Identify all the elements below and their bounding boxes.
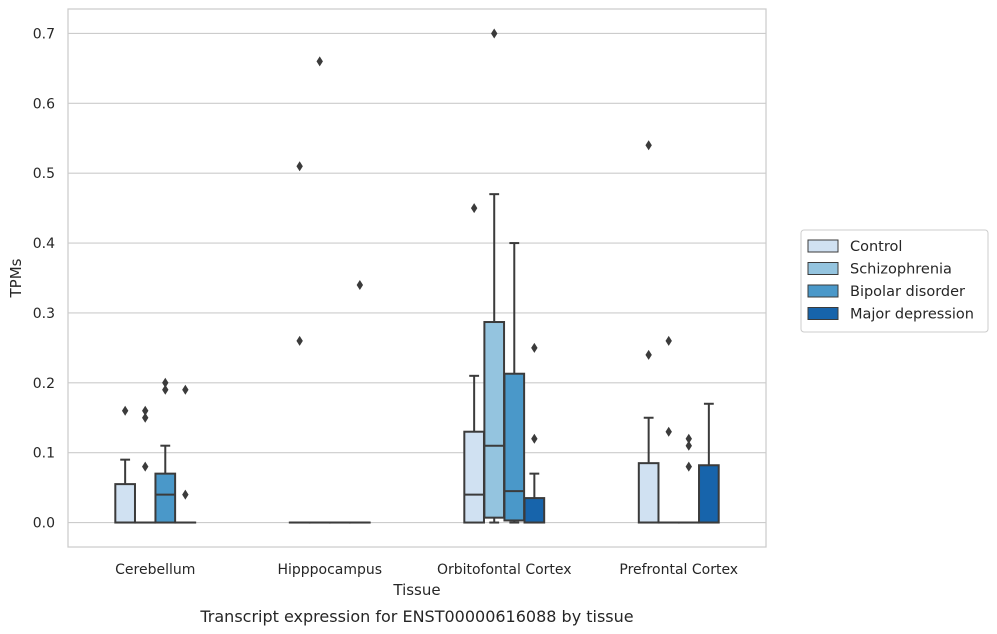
y-tick-label: 0.0	[33, 516, 55, 532]
y-tick-label: 0.5	[33, 166, 55, 182]
y-axis-ticks: 0.0 0.1 0.2 0.3 0.4 0.5 0.6 0.7	[33, 26, 55, 531]
grid-lines	[68, 32, 766, 524]
y-tick-label: 0.3	[33, 306, 55, 322]
legend-swatch	[807, 307, 839, 320]
y-tick-label: 0.7	[33, 26, 55, 42]
outlier-point	[491, 28, 498, 39]
series-major-depression	[174, 279, 720, 524]
box-major-depression-cerebellum	[174, 384, 197, 524]
x-tick-label: Cerebellum	[115, 562, 195, 578]
legend-swatch	[807, 284, 839, 298]
box	[114, 483, 136, 524]
series-bipolar-disorder	[154, 242, 700, 524]
x-axis-label: Tissue	[392, 581, 440, 599]
legend-label: Control	[850, 239, 902, 255]
legend-label: Major depression	[850, 307, 974, 323]
outlier-point	[645, 140, 652, 151]
box-major-depression-hipppocampus	[349, 279, 371, 524]
outlier-point	[162, 384, 169, 395]
outlier-point	[685, 433, 692, 444]
box-bipolar-disorder-orbitofontal-cortex	[503, 242, 526, 524]
legend-swatch	[807, 239, 839, 253]
box-schizophrenia-hipppocampus	[308, 56, 331, 524]
outlier-point	[182, 384, 189, 395]
outlier-point	[296, 335, 303, 346]
box	[698, 464, 720, 524]
legend-label: Bipolar disorder	[850, 284, 965, 300]
legend-frame	[800, 229, 989, 333]
outlier-point	[531, 342, 538, 353]
outlier-point	[121, 405, 129, 416]
outlier-point	[665, 335, 672, 346]
plot-frame	[67, 8, 767, 548]
box-bipolar-disorder-prefrontal-cortex	[677, 433, 700, 524]
box-bipolar-disorder-cerebellum	[154, 377, 177, 524]
box-schizophrenia-cerebellum	[134, 405, 157, 524]
outlier-point	[142, 412, 149, 423]
box-major-depression-prefrontal-cortex	[698, 402, 720, 524]
x-tick-label: Hipppocampus	[277, 562, 382, 578]
outlier-point	[531, 433, 538, 444]
legend: Control Schizophrenia Bipolar disorder Majo…	[800, 229, 989, 333]
y-tick-label: 0.6	[33, 96, 55, 112]
outlier-point	[685, 461, 692, 472]
outlier-point	[182, 489, 189, 500]
box	[503, 372, 526, 522]
outlier-point	[162, 377, 169, 388]
box	[637, 462, 660, 524]
box-control-cerebellum	[114, 405, 136, 524]
x-axis-ticks: Cerebellum Hipppocampus Orbitofontal Corte…	[115, 562, 738, 578]
outlier-point	[142, 405, 149, 416]
y-tick-label: 0.1	[33, 446, 55, 462]
box	[483, 321, 506, 519]
outlier-point	[685, 440, 692, 451]
outlier-point	[142, 461, 149, 472]
outlier-point	[470, 203, 478, 214]
legend-swatch	[807, 262, 839, 275]
x-tick-label: Orbitofontal Cortex	[437, 562, 572, 578]
outlier-point	[356, 279, 364, 290]
x-tick-label: Prefrontal Cortex	[619, 562, 738, 578]
outlier-point	[645, 349, 652, 360]
plot-area	[114, 28, 720, 524]
series-schizophrenia	[134, 28, 680, 524]
box	[154, 472, 177, 524]
box-schizophrenia-prefrontal-cortex	[657, 335, 680, 524]
y-axis-label: TPMs	[7, 258, 25, 298]
series-control	[114, 140, 660, 524]
figure-caption: Transcript expression for ENST0000061608…	[199, 607, 633, 626]
outlier-point	[665, 426, 672, 437]
box	[523, 497, 546, 524]
box-major-depression-orbitofontal-cortex	[523, 342, 546, 524]
box-control-hipppocampus	[288, 161, 311, 524]
box	[463, 430, 485, 524]
y-tick-label: 0.2	[33, 376, 55, 392]
box-control-orbitofontal-cortex	[463, 203, 485, 524]
legend-label: Schizophrenia	[850, 262, 952, 278]
outlier-point	[316, 56, 323, 67]
box-schizophrenia-orbitofontal-cortex	[483, 28, 506, 524]
box-control-prefrontal-cortex	[637, 140, 660, 524]
y-tick-label: 0.4	[33, 236, 55, 252]
outlier-point	[296, 161, 303, 172]
